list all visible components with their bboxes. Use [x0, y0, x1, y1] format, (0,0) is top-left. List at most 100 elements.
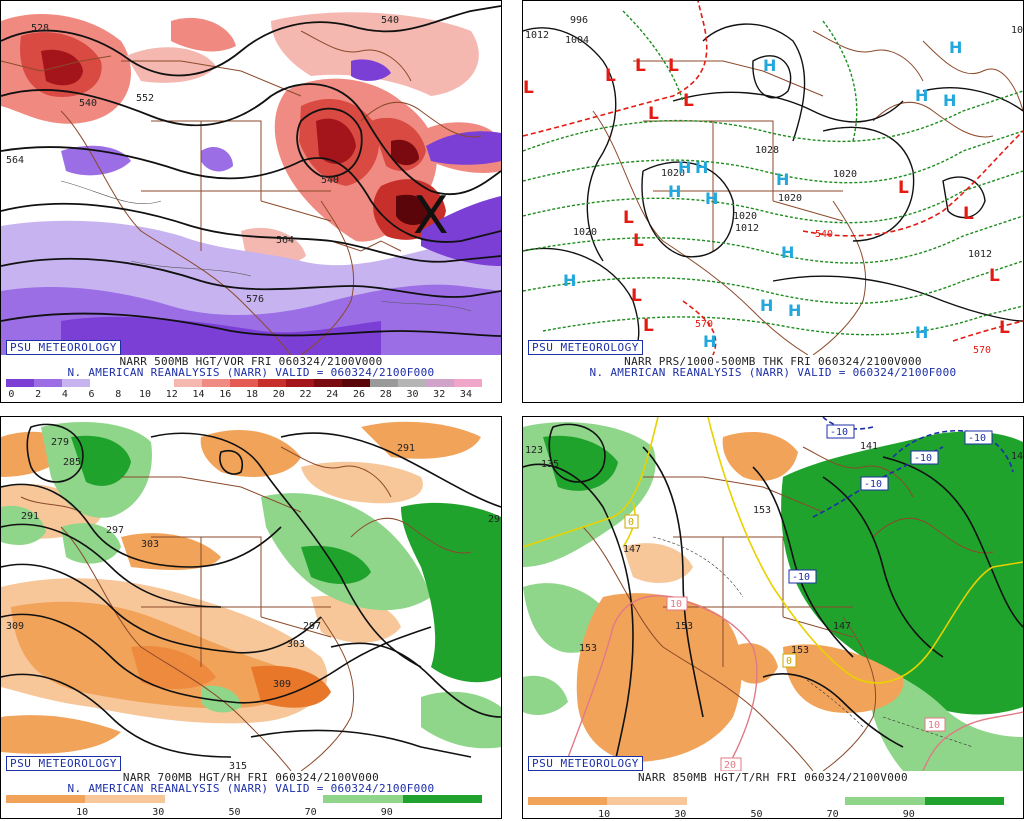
high-pressure-symbol: H: [763, 56, 776, 75]
isobar-label: 1020: [733, 211, 757, 222]
low-pressure-symbol: L: [605, 66, 616, 86]
colorbar-swatch: [528, 797, 608, 805]
isotherm-label-box: [788, 569, 817, 584]
thickness-label: 570: [973, 345, 991, 355]
rh850-map: 123 135 141 141 153 147 153 147 153 153 …: [523, 417, 1023, 771]
contour-label: 141: [860, 441, 878, 452]
colorbar-tick: 30: [152, 807, 165, 818]
contour-label: 147: [833, 621, 851, 632]
panel-700mb-rh: 279 285 291 297 303 309 297 303 309 315 …: [0, 416, 502, 819]
isobar-label: 1012: [968, 249, 992, 260]
colorbar-tick: 90: [902, 809, 915, 820]
colorbar-swatch: [607, 797, 687, 805]
low-pressure-symbol: L: [668, 56, 679, 76]
isotherm-label-box: [666, 596, 688, 611]
colorbar-tick: 28: [379, 389, 392, 400]
contour-label: 576: [246, 294, 264, 305]
isotherm-label-box: [624, 514, 639, 529]
isotherm-label-box: [782, 653, 797, 668]
colorbar-tick: 14: [192, 389, 205, 400]
colorbar-tick: 90: [380, 807, 393, 818]
isotherm-label-box: [860, 476, 889, 491]
low-pressure-symbol: L: [633, 231, 644, 251]
caption-valid: N. AMERICAN REANALYSIS (NARR) VALID = 06…: [67, 782, 435, 795]
panel-pressure-thickness: 1012 1004 996 1020 1020 1028 1020 1020 1…: [522, 0, 1024, 403]
colorbar-tick: 50: [228, 807, 241, 818]
colorbar-swatch: [314, 379, 342, 387]
colorbar-swatch: [34, 379, 62, 387]
contour-label: 123: [525, 445, 543, 456]
colorbar: [6, 379, 482, 387]
contour-label: 303: [287, 639, 305, 650]
colorbar-tick: 32: [433, 389, 446, 400]
isotherm-label: 0: [786, 656, 792, 667]
psu-logo: PSU METEOROLOGY: [528, 340, 643, 355]
contour-label: 141: [1011, 451, 1023, 462]
colorbar-tick: 20: [272, 389, 285, 400]
colorbar: [6, 795, 482, 803]
isotherm-label: -10: [830, 427, 848, 438]
high-pressure-symbol: H: [949, 38, 962, 57]
low-pressure-symbol: L: [623, 208, 634, 228]
colorbar-tick: 24: [326, 389, 339, 400]
colorbar-swatch: [765, 797, 846, 805]
caption-product: NARR 850MB HGT/T/RH FRI 060324/2100V000: [638, 771, 908, 784]
high-pressure-symbol: H: [943, 91, 956, 110]
isotherm-label: -10: [864, 479, 882, 490]
colorbar-tick: 12: [165, 389, 178, 400]
contour-label: 153: [791, 645, 809, 656]
high-pressure-symbol: H: [668, 182, 681, 201]
isotherm-label: -10: [968, 433, 986, 444]
isobar-label: 1004: [565, 35, 589, 46]
contour-label: 540: [321, 175, 339, 186]
high-pressure-symbol: H: [788, 301, 801, 320]
contour-label: 153: [675, 621, 693, 632]
contour-label: 29: [488, 514, 500, 525]
low-pressure-symbol: L: [989, 266, 1000, 286]
contour-label: 147: [623, 544, 641, 555]
isobar-label: 1028: [755, 145, 779, 156]
contour-label: 309: [6, 621, 24, 632]
isobar-label: 1012: [525, 30, 549, 41]
contour-label: 291: [397, 443, 415, 454]
pressure-map: 1012 1004 996 1020 1020 1028 1020 1020 1…: [523, 1, 1023, 355]
colorbar-swatch: [164, 795, 244, 803]
caption-valid: N. AMERICAN REANALYSIS (NARR) VALID = 06…: [589, 366, 957, 379]
colorbar-ticks: 10 30 50 70 90: [6, 807, 482, 819]
high-pressure-symbol: H: [563, 271, 576, 290]
isotherm-label: 10: [670, 599, 682, 610]
colorbar-tick: 18: [245, 389, 259, 400]
colorbar-swatch: [6, 795, 86, 803]
contour-label: 315: [229, 761, 247, 771]
high-pressure-symbol: H: [760, 296, 773, 315]
colorbar-swatch: [90, 379, 118, 387]
caption-valid: N. AMERICAN REANALYSIS (NARR) VALID = 06…: [67, 366, 435, 379]
rh700-map: 279 285 291 297 303 309 297 303 309 315 …: [1, 417, 501, 771]
isotherm-label-box: [964, 430, 993, 445]
colorbar-ticks: 10 30 50 70 90: [528, 809, 1004, 821]
colorbar-swatch: [426, 379, 454, 387]
storm-marker: X: [413, 186, 449, 246]
colorbar-tick: 2: [35, 389, 42, 400]
colorbar-swatch: [323, 795, 403, 803]
colorbar-tick: 10: [76, 807, 89, 818]
contour-label: 564: [6, 155, 24, 166]
contour-label: 297: [106, 525, 124, 536]
contour-label: 552: [136, 93, 154, 104]
contour-label: 291: [21, 511, 39, 522]
high-pressure-symbol: H: [781, 243, 794, 262]
colorbar-swatch: [62, 379, 90, 387]
isotherm-label-box: [910, 450, 939, 465]
contour-label: 279: [51, 437, 69, 448]
colorbar-swatch: [845, 797, 925, 805]
colorbar-tick: 34: [459, 389, 472, 400]
colorbar-swatch: [924, 797, 1004, 805]
isotherm-label: -10: [914, 453, 932, 464]
contour-label: 540: [381, 15, 399, 26]
isobar-label: 1012: [735, 223, 759, 234]
colorbar-tick: 70: [304, 807, 317, 818]
low-pressure-symbol: L: [643, 316, 654, 336]
colorbar-tick: 4: [61, 389, 68, 400]
caption-product: NARR 700MB HGT/RH FRI 060324/2100V000: [122, 771, 380, 784]
low-pressure-symbol: L: [999, 318, 1010, 338]
